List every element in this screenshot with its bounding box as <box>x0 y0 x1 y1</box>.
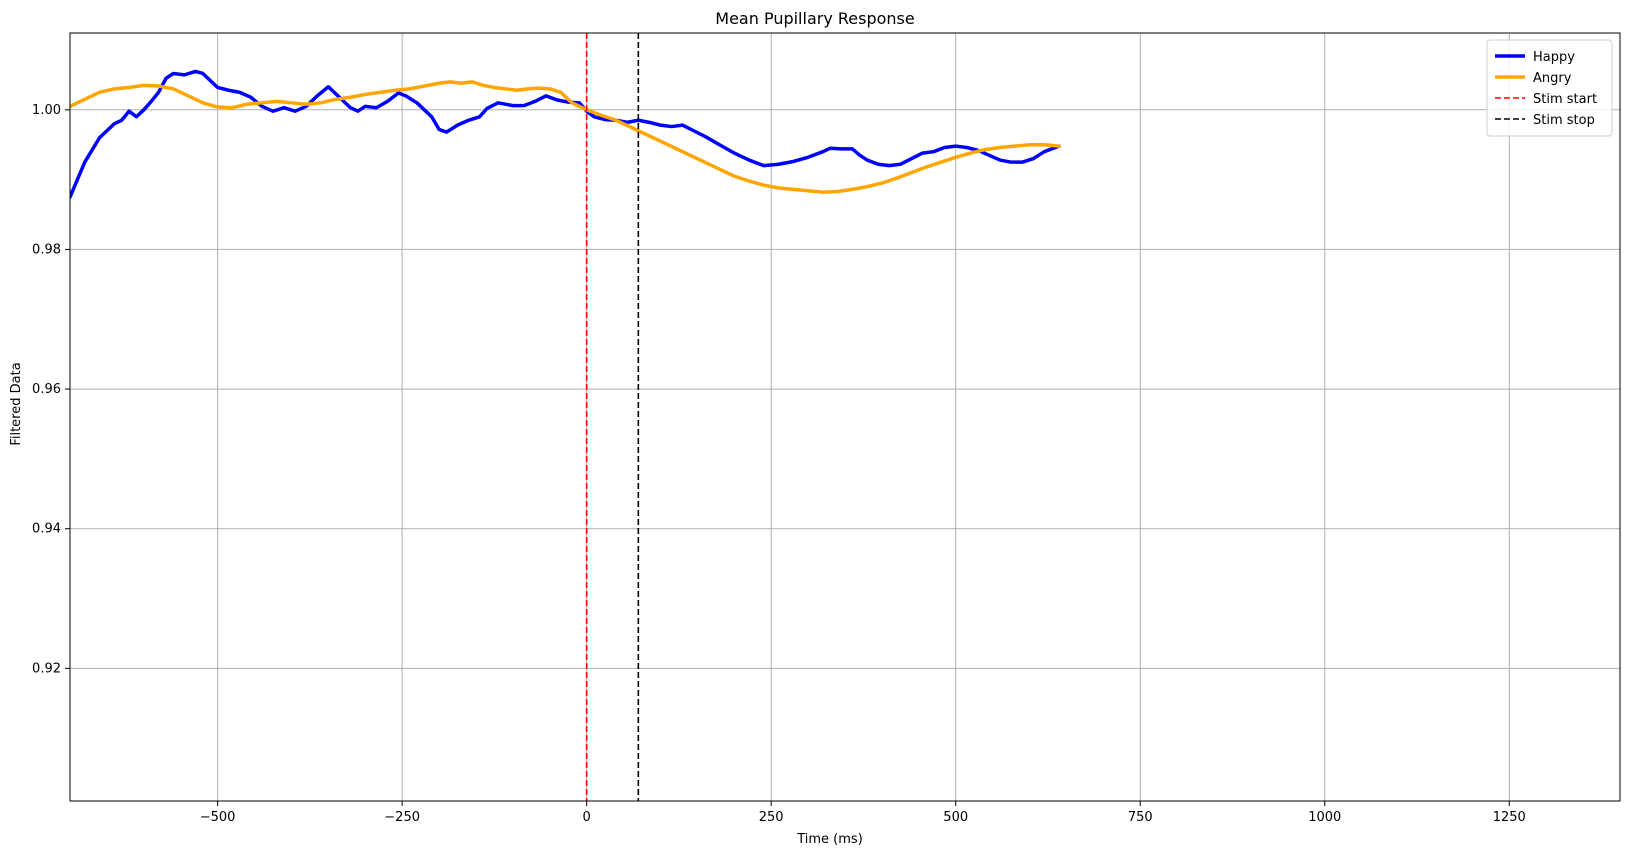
grid <box>70 33 1620 801</box>
x-tick-label: 500 <box>943 810 968 825</box>
y-tick-label: 0.98 <box>32 242 61 257</box>
y-axis-label: Filtered Data <box>9 362 24 445</box>
y-tick-label: 0.96 <box>32 382 61 397</box>
x-tick-label: −500 <box>200 810 236 825</box>
x-axis-label: Time (ms) <box>796 832 863 847</box>
series-line-happy <box>70 69 1061 199</box>
y-tick-label: 0.94 <box>32 522 61 537</box>
vline-layer <box>585 33 640 801</box>
x-tick-label: 250 <box>759 810 784 825</box>
plot-area <box>69 32 1621 802</box>
legend-label: Angry <box>1533 71 1572 86</box>
y-axis-ticks: 0.92 0.94 0.96 0.98 1.00 <box>32 103 70 676</box>
series-line-angry <box>70 80 1061 194</box>
x-tick-label: 1000 <box>1308 810 1341 825</box>
x-tick-label: 750 <box>1128 810 1153 825</box>
legend-label: Stim stop <box>1533 113 1595 128</box>
series-layer <box>70 69 1061 199</box>
y-tick-label: 0.92 <box>32 661 61 676</box>
legend-label: Happy <box>1533 50 1575 65</box>
x-tick-label: 1250 <box>1493 810 1526 825</box>
x-tick-label: −250 <box>384 810 420 825</box>
chart-title: Mean Pupillary Response <box>715 9 914 28</box>
y-tick-label: 1.00 <box>32 103 61 118</box>
x-axis-ticks: −500 −250 0 250 500 750 1000 1250 <box>200 801 1526 825</box>
x-tick-label: 0 <box>583 810 591 825</box>
legend-label: Stim start <box>1533 92 1597 107</box>
legend: Happy Angry Stim start Stim stop <box>1486 39 1613 137</box>
plot-frame <box>69 32 1621 802</box>
legend-box <box>1486 39 1613 137</box>
